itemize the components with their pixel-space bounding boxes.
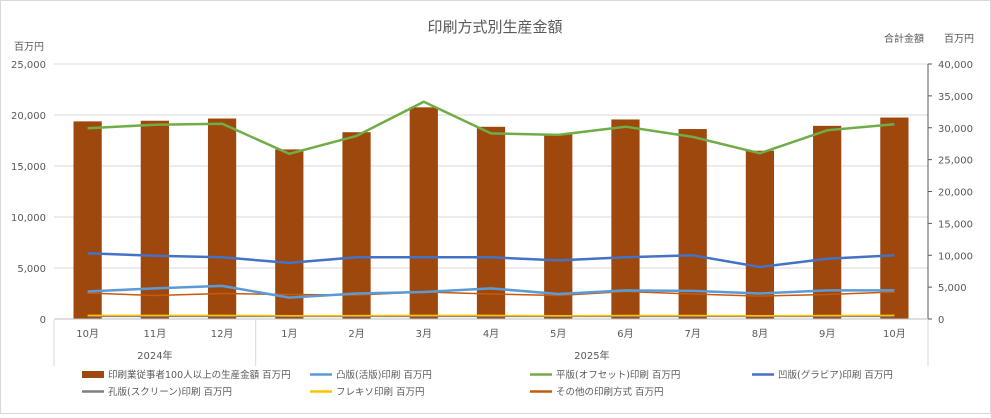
x-tick-label: 1月 [281,328,297,340]
line-series-3 [87,251,895,269]
y-right-tick-label: 35,000 [938,92,973,103]
bar-total-4 [275,149,304,319]
line-series-5 [87,314,895,317]
bar-total-11 [745,150,775,319]
line-series-6 [87,290,895,297]
year-group-label: 2024年 [137,349,172,362]
bar-total-9 [611,119,640,320]
y-left-tick-label: 0 [40,315,46,326]
bar-total-1 [73,121,102,319]
y-right-tick-label: 10,000 [938,251,973,262]
bar-total-10 [678,129,707,319]
x-tick-label: 3月 [416,328,432,340]
bar-total-5 [342,132,371,319]
x-tick-label: 2月 [348,328,364,340]
bar-total-6 [409,107,438,319]
line-series-2 [87,100,895,156]
chart-title: 印刷方式別生産金額 [427,18,562,36]
bar-total-7 [476,126,506,319]
y-right-tick-label: 20,000 [938,188,973,199]
y-left-tick-label: 10,000 [11,213,46,224]
y-right-tick-label: 25,000 [938,156,973,167]
y-left-tick-label: 5,000 [17,264,46,275]
legend-label: 平版(オフセット)印刷 百万円 [556,369,680,381]
line-series-1 [87,284,895,299]
x-tick-label: 12月 [211,328,234,340]
right-axis-label: 合計金額 [884,32,924,45]
y-left-tick-label: 20,000 [11,111,46,122]
y-right-tick-label: 0 [938,315,944,326]
x-tick-label: 8月 [752,328,768,340]
bar-total-2 [140,120,169,319]
x-tick-label: 5月 [550,328,566,340]
legend-label: 印刷業従事者100人以上の生産金額 百万円 [108,369,291,381]
year-group-label: 2025年 [574,349,609,362]
left-axis-unit: 百万円 [14,41,44,53]
y-right-tick-label: 40,000 [938,60,973,71]
right-axis-unit: 百万円 [944,33,974,45]
legend-label: フレキソ印刷 百万円 [336,386,425,398]
legend-label: その他の印刷方式 百万円 [556,386,664,398]
x-tick-label: 9月 [819,328,835,340]
y-left-tick-label: 25,000 [11,60,46,71]
bar-total-13 [880,117,909,319]
y-right-tick-label: 15,000 [938,219,973,230]
bar-total-3 [207,118,237,319]
bar-total-12 [813,125,842,320]
legend-swatch-bar [82,371,104,378]
x-tick-label: 11月 [143,328,166,340]
x-tick-label: 4月 [483,328,499,340]
legend-label: 孔版(スクリーン)印刷 百万円 [108,386,232,398]
y-left-tick-label: 15,000 [11,162,46,173]
legend-label: 凸版(活版)印刷 百万円 [336,369,432,381]
y-right-tick-label: 5,000 [938,283,967,294]
y-right-tick-label: 30,000 [938,124,973,135]
x-tick-label: 10月 [883,328,906,340]
bar-total-8 [544,134,573,319]
x-tick-label: 6月 [617,328,633,340]
x-tick-label: 7月 [685,328,701,340]
legend-label: 凹版(グラビア)印刷 百万円 [778,369,893,381]
x-tick-label: 10月 [76,328,99,340]
